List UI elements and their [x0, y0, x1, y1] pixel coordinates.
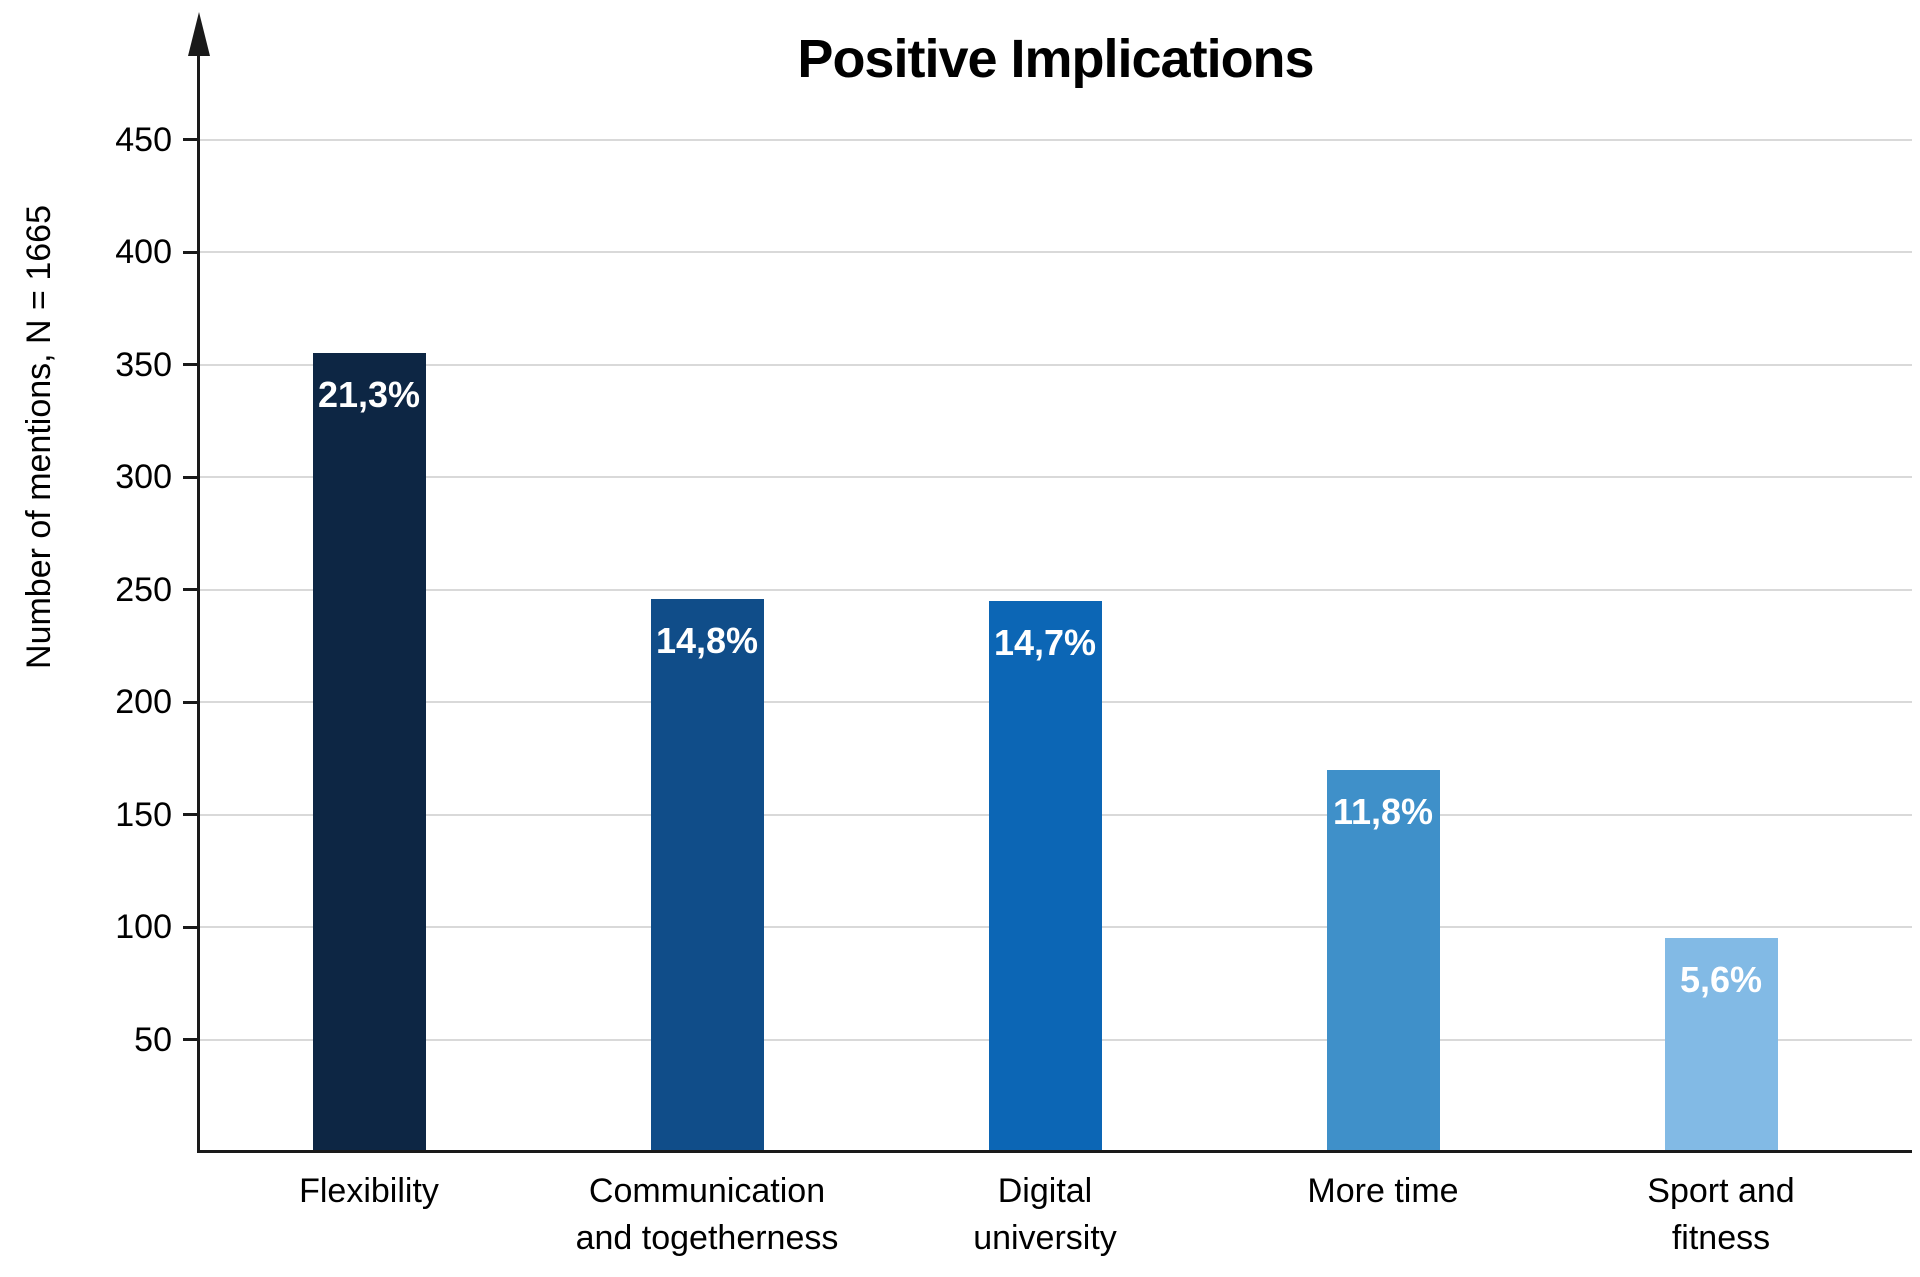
y-tick-250 — [183, 588, 199, 591]
x-category-label: Sport and fitness — [1647, 1172, 1795, 1257]
y-tick-label-400: 400 — [115, 233, 172, 271]
gridline-400 — [200, 251, 1912, 253]
y-tick-label-250: 250 — [115, 570, 172, 609]
y-tick-100 — [183, 925, 199, 929]
y-tick-label-350: 350 — [115, 345, 172, 384]
bar-more-time — [1326, 769, 1440, 1151]
x-category-label: Communication and togetherness — [575, 1172, 839, 1257]
y-tick-label-450: 450 — [115, 120, 172, 159]
y-tick-350 — [183, 363, 199, 366]
bar-value-label: 21,3% — [317, 374, 421, 416]
chart-title: Positive Implications — [797, 29, 1314, 89]
y-tick-label-150: 150 — [115, 795, 172, 834]
gridline-250 — [200, 588, 1912, 591]
y-axis-arrow-icon — [187, 12, 210, 56]
y-tick-label-50: 50 — [134, 1020, 172, 1059]
gridline-300 — [200, 476, 1912, 478]
y-axis-line — [197, 30, 200, 1152]
bar-value-label: 14,8% — [655, 619, 759, 661]
y-tick-label-100: 100 — [115, 908, 172, 946]
x-axis-line — [197, 1149, 1912, 1153]
bar-sport-and — [1664, 938, 1778, 1151]
x-category-label: Flexibility — [299, 1172, 439, 1210]
bar-flexibility — [312, 353, 426, 1151]
y-tick-400 — [183, 250, 199, 254]
y-tick-label-200: 200 — [115, 683, 172, 721]
y-tick-50 — [183, 1038, 199, 1041]
y-tick-200 — [183, 700, 199, 704]
y-tick-150 — [183, 813, 199, 816]
x-category-label: More time — [1307, 1172, 1459, 1210]
bar-value-label: 14,7% — [993, 621, 1097, 663]
bar-value-label: 11,8% — [1332, 790, 1434, 832]
bar-communication — [650, 598, 764, 1151]
y-tick-450 — [183, 138, 199, 141]
bar-digital — [988, 600, 1102, 1151]
gridline-350 — [200, 363, 1912, 366]
x-category-label: Digital university — [973, 1172, 1117, 1257]
bar-value-label: 5,6% — [1679, 959, 1763, 1001]
y-tick-300 — [183, 475, 199, 479]
gridline-450 — [200, 138, 1912, 141]
y-tick-label-300: 300 — [115, 458, 172, 496]
